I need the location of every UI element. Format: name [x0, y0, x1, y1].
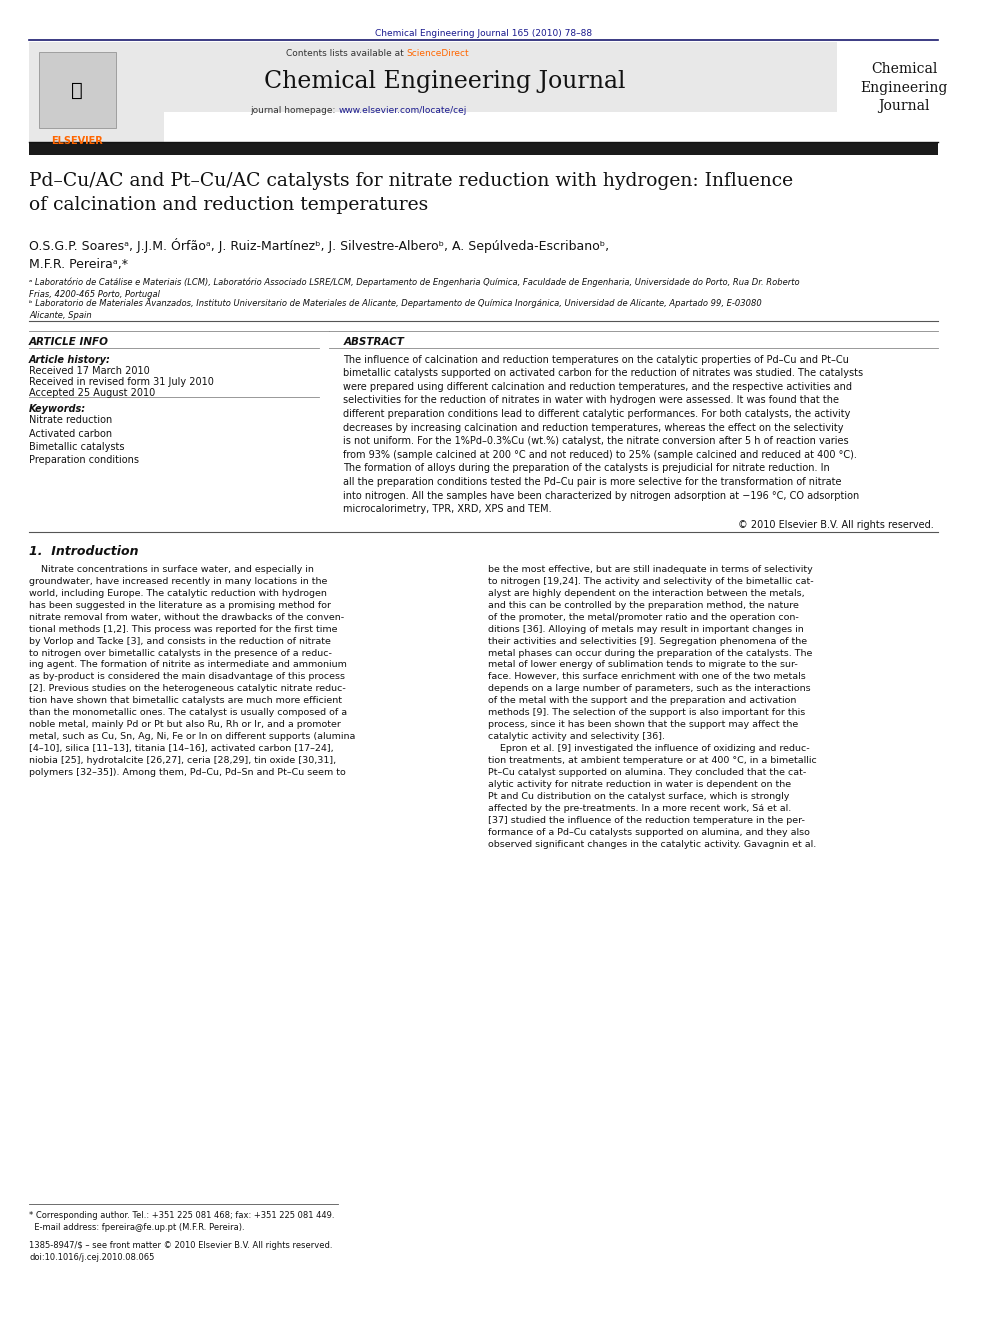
Text: © 2010 Elsevier B.V. All rights reserved.: © 2010 Elsevier B.V. All rights reserved… [737, 520, 933, 531]
Text: Chemical
Engineering
Journal: Chemical Engineering Journal [861, 62, 948, 112]
Text: Received in revised form 31 July 2010: Received in revised form 31 July 2010 [29, 377, 214, 388]
Text: Keywords:: Keywords: [29, 404, 86, 414]
Text: ARTICLE INFO: ARTICLE INFO [29, 337, 109, 348]
Text: The influence of calcination and reduction temperatures on the catalytic propert: The influence of calcination and reducti… [343, 355, 863, 515]
Text: ABSTRACT: ABSTRACT [343, 337, 404, 348]
Text: www.elsevier.com/locate/cej: www.elsevier.com/locate/cej [338, 106, 467, 115]
Text: ScienceDirect: ScienceDirect [406, 49, 469, 58]
Text: * Corresponding author. Tel.: +351 225 081 468; fax: +351 225 081 449.
  E-mail : * Corresponding author. Tel.: +351 225 0… [29, 1211, 334, 1232]
Text: Chemical Engineering Journal 165 (2010) 78–88: Chemical Engineering Journal 165 (2010) … [375, 29, 592, 38]
Text: Nitrate concentrations in surface water, and especially in
groundwater, have inc: Nitrate concentrations in surface water,… [29, 565, 355, 777]
Text: Article history:: Article history: [29, 355, 111, 365]
Text: Bimetallic catalysts: Bimetallic catalysts [29, 442, 125, 452]
Text: Nitrate reduction: Nitrate reduction [29, 415, 112, 426]
Text: Contents lists available at: Contents lists available at [286, 49, 406, 58]
Bar [29, 42, 165, 142]
Text: ELSEVIER: ELSEVIER [52, 136, 103, 147]
Bar [29, 143, 938, 155]
Text: ᵃ Laboratório de Catálise e Materiais (LCM), Laboratório Associado LSRE/LCM, Dep: ᵃ Laboratório de Catálise e Materiais (L… [29, 278, 800, 299]
Text: Pd–Cu/AC and Pt–Cu/AC catalysts for nitrate reduction with hydrogen: Influence
o: Pd–Cu/AC and Pt–Cu/AC catalysts for nitr… [29, 172, 794, 213]
Text: journal homepage:: journal homepage: [250, 106, 338, 115]
Text: Accepted 25 August 2010: Accepted 25 August 2010 [29, 388, 156, 398]
Text: Preparation conditions: Preparation conditions [29, 455, 139, 466]
Text: be the most effective, but are still inadequate in terms of selectivity
to nitro: be the most effective, but are still ina… [488, 565, 817, 848]
Text: 1385-8947/$ – see front matter © 2010 Elsevier B.V. All rights reserved.
doi:10.: 1385-8947/$ – see front matter © 2010 El… [29, 1241, 332, 1262]
Text: O.S.G.P. Soaresᵃ, J.J.M. Órfãoᵃ, J. Ruiz-Martínezᵇ, J. Silvestre-Alberoᵇ, A. Sep: O.S.G.P. Soaresᵃ, J.J.M. Órfãoᵃ, J. Ruiz… [29, 238, 609, 271]
Text: Chemical Engineering Journal: Chemical Engineering Journal [264, 70, 626, 93]
Text: 🌳: 🌳 [71, 81, 83, 99]
Bar [39, 52, 116, 128]
Text: ᵇ Laboratorio de Materiales Avanzados, Instituto Universitario de Materiales de : ᵇ Laboratorio de Materiales Avanzados, I… [29, 299, 762, 320]
Text: 1.  Introduction: 1. Introduction [29, 545, 139, 558]
Text: Activated carbon: Activated carbon [29, 429, 112, 439]
Bar [29, 42, 836, 112]
Text: Received 17 March 2010: Received 17 March 2010 [29, 366, 150, 377]
